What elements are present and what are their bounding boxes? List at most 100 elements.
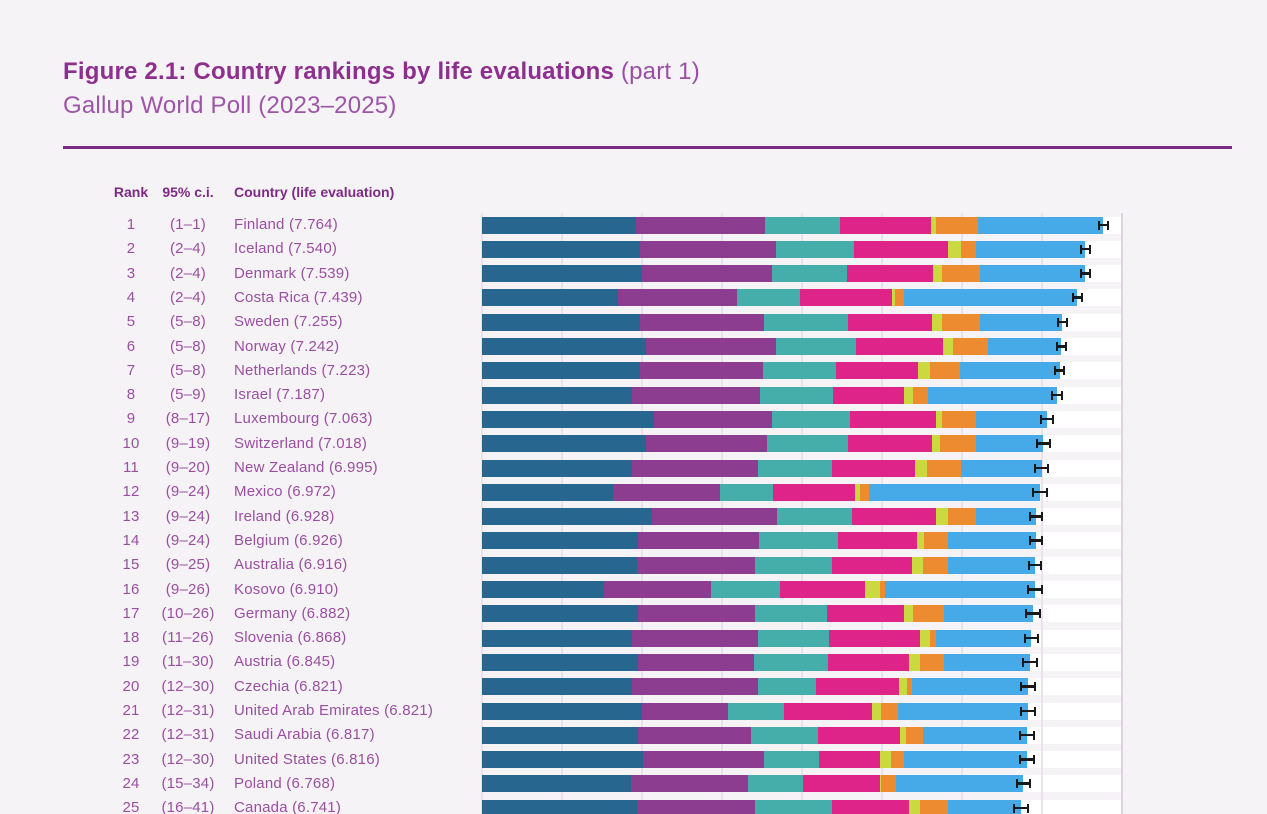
rank-value: 1	[126, 216, 136, 233]
segment-orange	[913, 605, 944, 623]
stacked-bar	[482, 605, 1033, 623]
country-row: 23 (12–30) United States (6.816)	[0, 748, 1267, 772]
segment-dark-blue	[482, 532, 638, 550]
ci-rank-value: (9–25)	[165, 556, 211, 574]
rank-value: 19	[122, 653, 140, 671]
title-divider-rule	[63, 146, 1232, 149]
country-label: New Zealand (6.995)	[234, 459, 378, 476]
segment-dark-blue	[482, 678, 633, 696]
country-label: Finland (7.764)	[234, 216, 338, 233]
segment-dark-blue	[482, 605, 638, 623]
segment-orange	[941, 265, 981, 283]
confidence-interval-error-bar	[1028, 536, 1044, 546]
confidence-interval-error-bar	[1029, 512, 1044, 522]
segment-lime	[932, 313, 942, 331]
country-row: 18 (11–26) Slovenia (6.868)	[0, 626, 1267, 650]
segment-lime	[942, 338, 954, 355]
country-row: 9 (8–17) Luxembourg (7.063)	[0, 407, 1267, 431]
segment-teal	[748, 775, 803, 793]
country-label: Canada (6.741)	[234, 799, 342, 814]
segment-orange	[922, 556, 948, 574]
country-row: 1 (1–1) Finland (7.764)	[0, 213, 1267, 237]
segment-magenta	[840, 216, 931, 234]
segment-lime	[879, 751, 891, 769]
segment-light-blue	[947, 799, 1022, 814]
segment-teal	[766, 435, 849, 453]
segment-purple	[613, 483, 721, 501]
confidence-interval-error-bar	[1051, 390, 1063, 400]
rank-value: 22	[122, 726, 140, 744]
segment-teal	[763, 751, 819, 769]
gridline-x-8	[1121, 213, 1123, 814]
country-label: Sweden (7.255)	[234, 313, 343, 331]
segment-magenta	[846, 265, 934, 283]
segment-teal	[754, 605, 827, 623]
stacked-bar	[482, 532, 1037, 550]
segment-lime	[912, 556, 923, 574]
stacked-bar	[482, 313, 1063, 331]
segment-light-blue	[961, 459, 1042, 477]
country-label: Germany (6.882)	[234, 604, 351, 622]
segment-light-blue	[988, 338, 1062, 355]
segment-dark-blue	[482, 459, 632, 477]
segment-lime	[935, 410, 942, 428]
stacked-bar	[482, 386, 1057, 404]
stacked-bar	[482, 362, 1060, 380]
segment-lime	[898, 678, 907, 696]
country-row: 25 (16–41) Canada (6.741)	[0, 796, 1267, 814]
country-row: 10 (9–19) Switzerland (7.018)	[0, 432, 1267, 456]
segment-teal	[727, 702, 785, 720]
segment-orange	[940, 435, 976, 453]
segment-purple	[638, 605, 755, 623]
segment-lime	[865, 581, 880, 598]
ci-rank-value: (1–1)	[169, 216, 207, 233]
segment-teal	[764, 313, 848, 331]
country-row: 14 (9–24) Belgium (6.926)	[0, 529, 1267, 553]
segment-dark-blue	[482, 556, 638, 574]
segment-purple	[638, 653, 754, 671]
segment-magenta	[847, 313, 933, 331]
segment-magenta	[817, 726, 901, 744]
figure-title-main: Figure 2.1: Country rankings by life eva…	[63, 58, 615, 85]
segment-magenta	[826, 605, 904, 623]
stacked-bar	[482, 799, 1022, 814]
segment-dark-blue	[482, 581, 605, 598]
segment-teal	[757, 678, 816, 696]
segment-magenta	[836, 362, 918, 380]
segment-magenta	[831, 799, 910, 814]
country-row: 4 (2–4) Costa Rica (7.439)	[0, 286, 1267, 310]
segment-dark-blue	[482, 362, 641, 380]
segment-teal	[754, 799, 832, 814]
segment-lime	[900, 726, 906, 744]
segment-purple	[632, 386, 760, 404]
segment-teal	[776, 338, 856, 355]
ci-rank-value: (12–30)	[161, 750, 215, 768]
rank-column-header: Rank	[113, 184, 149, 200]
country-row: 2 (2–4) Iceland (7.540)	[0, 237, 1267, 261]
ci-rank-value: (16–41)	[161, 799, 215, 814]
country-row: 17 (10–26) Germany (6.882)	[0, 602, 1267, 626]
segment-purple	[635, 216, 766, 234]
segment-magenta	[818, 751, 880, 769]
rank-value: 25	[122, 799, 140, 814]
country-label: Costa Rica (7.439)	[234, 288, 363, 306]
segment-light-blue	[980, 265, 1086, 283]
segment-lime	[933, 265, 942, 283]
segment-orange	[941, 410, 976, 428]
segment-lime	[909, 799, 921, 814]
country-row: 12 (9–24) Mexico (6.972)	[0, 480, 1267, 504]
confidence-interval-error-bar	[1013, 803, 1030, 813]
segment-dark-blue	[482, 799, 638, 814]
segment-lime	[909, 653, 921, 671]
stacked-bar	[482, 775, 1024, 793]
confidence-interval-error-bar	[1036, 439, 1051, 449]
stacked-bar	[482, 216, 1104, 234]
segment-teal	[759, 386, 834, 404]
ci-rank-value: (2–4)	[169, 240, 207, 258]
ci-rank-value: (10–26)	[161, 604, 215, 622]
ci-rank-value: (9–19)	[165, 434, 211, 452]
segment-light-blue	[947, 556, 1036, 574]
figure-subtitle: Gallup World Poll (2023–2025)	[63, 92, 397, 119]
ci-rank-value: (5–8)	[169, 337, 207, 355]
stacked-bar	[482, 459, 1042, 477]
